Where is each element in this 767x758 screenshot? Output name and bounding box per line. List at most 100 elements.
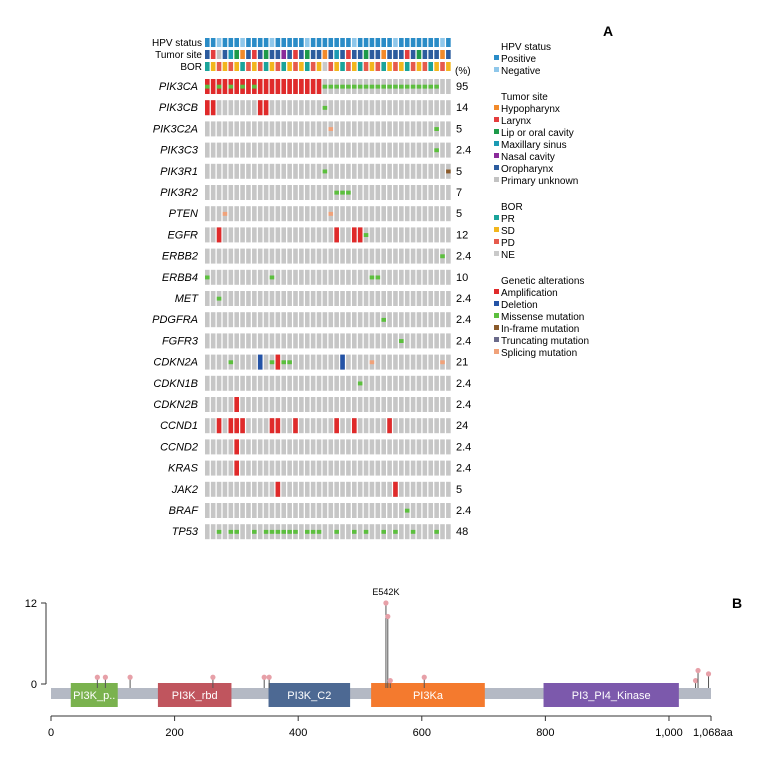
mutation-mark [340, 84, 345, 89]
sample-cell [381, 418, 386, 434]
track-cell [299, 50, 304, 59]
sample-cell [316, 333, 322, 349]
track-cell [252, 62, 257, 71]
percent-value: 10 [456, 272, 468, 284]
sample-cell [281, 142, 287, 158]
sample-cell [316, 269, 322, 285]
sample-cell [446, 418, 451, 434]
sample-cell [387, 439, 392, 455]
track-cell [304, 38, 310, 47]
sample-cell [216, 354, 222, 370]
track-cell [281, 62, 287, 71]
sample-cell [404, 375, 410, 391]
sample-cell [310, 163, 316, 179]
sample-cell [446, 291, 451, 306]
sample-cell [257, 503, 263, 518]
sample-cell [375, 185, 381, 200]
sample-cell [399, 291, 404, 306]
protein-domain [70, 683, 118, 707]
sample-cell [422, 312, 428, 328]
sample-cell [346, 121, 351, 137]
sample-cell [205, 206, 210, 222]
mutation-mark [287, 529, 292, 534]
sample-cell [246, 248, 251, 264]
sample-cell [446, 312, 451, 328]
sample-cell [352, 333, 357, 349]
sample-cell [257, 481, 263, 497]
lollipop-head [692, 678, 699, 684]
sample-cell [346, 418, 351, 434]
sample-cell [346, 460, 351, 476]
sample-cell [287, 291, 292, 306]
sample-cell [210, 269, 216, 285]
sample-cell [263, 397, 269, 412]
sample-cell [434, 312, 439, 328]
track-cell [387, 62, 392, 71]
track-cell [287, 50, 292, 59]
track-cell [428, 50, 434, 59]
sample-cell [310, 439, 316, 455]
sample-cell [346, 100, 351, 116]
sample-cell [404, 227, 410, 243]
sample-cell [416, 375, 422, 391]
sample-cell [381, 227, 386, 243]
sample-cell [222, 375, 228, 391]
sample-cell [357, 291, 363, 306]
sample-cell [363, 312, 369, 328]
sample-cell [428, 269, 434, 285]
track-cell [234, 38, 239, 47]
sample-cell [346, 291, 351, 306]
sample-cell [304, 439, 310, 455]
sample-cell [428, 206, 434, 222]
sample-cell [446, 439, 451, 455]
sample-cell [387, 121, 392, 137]
track-cell [369, 62, 375, 71]
sample-cell [299, 524, 304, 540]
sample-cell [328, 524, 334, 540]
sample-cell [234, 375, 239, 391]
track-cell [416, 62, 422, 71]
sample-cell [381, 269, 386, 285]
mutation-mark [216, 84, 222, 89]
sample-cell [422, 269, 428, 285]
sample-cell [304, 312, 310, 328]
percent-value: 2.4 [456, 378, 471, 390]
sample-cell [316, 418, 322, 434]
track-cell [357, 62, 363, 71]
sample-cell [299, 227, 304, 243]
sample-cell [263, 439, 269, 455]
track-cell [299, 38, 304, 47]
sample-cell [205, 439, 210, 455]
percent-value: 5 [456, 123, 462, 135]
sample-cell [222, 333, 228, 349]
sample-cell [299, 333, 304, 349]
sample-cell [240, 460, 245, 476]
sample-cell [440, 163, 445, 179]
sample-cell [246, 312, 251, 328]
sample-cell [410, 227, 416, 243]
percent-value: 2.4 [456, 293, 471, 305]
sample-cell [210, 206, 216, 222]
track-cell [281, 38, 287, 47]
gene-label: PDGFRA [152, 314, 198, 326]
track-cell [404, 62, 410, 71]
sample-cell [328, 354, 334, 370]
sample-cell [299, 481, 304, 497]
mutation-mark [281, 360, 287, 365]
sample-cell [375, 227, 381, 243]
sample-cell [216, 100, 222, 116]
percent-value: 2.4 [456, 399, 471, 411]
alteration-cell [387, 418, 392, 434]
mutation-mark [404, 84, 410, 89]
sample-cell [304, 206, 310, 222]
sample-cell [416, 185, 422, 200]
sample-cell [205, 248, 210, 264]
sample-cell [352, 397, 357, 412]
sample-cell [257, 312, 263, 328]
alteration-cell [299, 79, 304, 94]
mutation-mark [363, 529, 369, 534]
sample-cell [287, 439, 292, 455]
sample-cell [369, 333, 375, 349]
mutation-mark [205, 84, 210, 89]
sample-cell [257, 291, 263, 306]
